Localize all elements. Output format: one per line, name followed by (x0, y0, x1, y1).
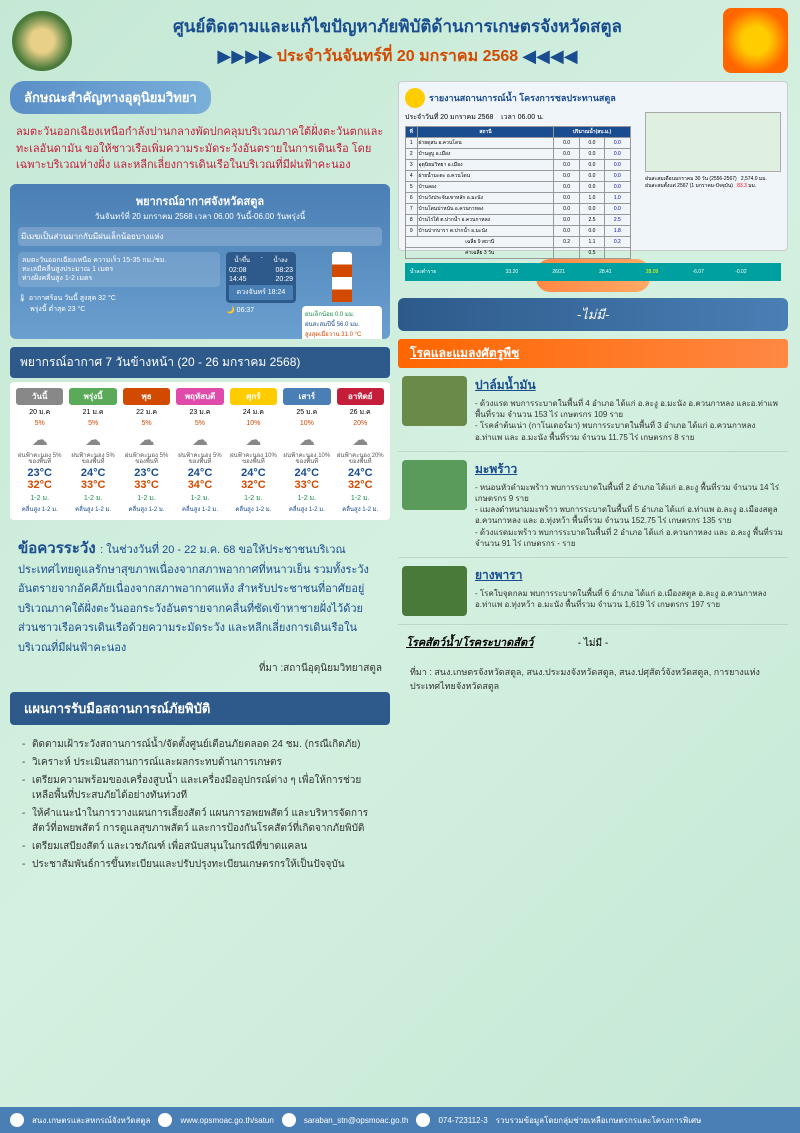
arrow-left-icon: ▶▶▶▶ (217, 46, 272, 67)
email-icon (282, 1113, 296, 1127)
province-logo (723, 8, 788, 73)
footer-note: รวบรวมข้อมูลโดยกลุ่มช่วยเหลือเกษตรกรและโ… (496, 1114, 702, 1127)
pest-item: ยางพารา - โรคใบจุดกลม พบการระบาดในพื้นที… (398, 558, 788, 625)
animal-none: - ไม่มี - (578, 638, 608, 649)
pest-item: มะพร้าว - หนอนหัวดำมะพร้าว พบการระบาดในพ… (398, 452, 788, 558)
globe-icon (158, 1113, 172, 1127)
forecast-day: พรุ่งนี้ 21 ม.ค 5% ☁ ฝนฟ้าคะนอง 5% ของพื… (67, 386, 118, 516)
pest-title: ปาล์มน้ำมัน (475, 376, 784, 395)
footer-phone: 074-723112-3 (438, 1116, 487, 1125)
phone-icon (416, 1113, 430, 1127)
water-title: รายงานสถานการณ์น้ำ โครงการชลประทานสตูล (429, 91, 616, 105)
animal-source: ที่มา : สนง.เกษตรจังหวัดสตูล, สนง.ประมงจ… (406, 661, 780, 697)
pest-text: - ด้วงแรด พบการระบาดในพื้นที่ 4 อำเภอ ได… (475, 398, 784, 443)
forecast-banner: พยากรณ์อากาศ 7 วันข้างหน้า (20 - 26 มกรา… (10, 347, 390, 378)
plan-item: ประชาสัมพันธ์การขึ้นทะเบียนและปรับปรุงทะ… (18, 857, 382, 872)
water-report: รายงานสถานการณ์น้ำ โครงการชลประทานสตูล ป… (398, 81, 788, 251)
water-table: ที่สถานีปริมาณน้ำ(ลบ.ม.) 1ฝายดุสน อ.ควนโ… (405, 126, 631, 259)
pest-image (402, 460, 467, 510)
forecast-grid: วันนี้ 20 ม.ค 5% ☁ ฝนฟ้าคะนอง 5% ของพื้น… (10, 382, 390, 520)
pests-header: โรคและแมลงศัตรูพืช (398, 339, 788, 368)
lighthouse-icon (332, 252, 352, 302)
pest-text: - หนอนหัวดำมะพร้าว พบการระบาดในพื้นที่ 2… (475, 482, 784, 549)
weather-card-subtitle: วันจันทร์ที่ 20 มกราคม 2568 เวลา 06.00 ว… (18, 210, 382, 223)
forecast-day: ศุกร์ 24 ม.ค 10% ☁ ฝนฟ้าคะนอง 10% ของพื้… (228, 386, 279, 516)
tide-data: น้ำลงต่ำราย33.2026/2128.4128.09-6.07-0.0… (405, 263, 781, 281)
province-map (645, 112, 781, 172)
pest-text: - โรคใบจุดกลม พบการระบาดในพื้นที่ 6 อำเภ… (475, 588, 784, 610)
report-date: ประจำวันจันทร์ที่ 20 มกราคม 2568 (277, 44, 518, 69)
forecast-day: พุธ 22 ม.ค 5% ☁ ฝนฟ้าคะนอง 5% ของพื้นที่… (121, 386, 172, 516)
footer: สนง.เกษตรและสหกรณ์จังหวัดสตูล www.opsmoa… (0, 1107, 800, 1133)
forecast-day: พฤหัสบดี 23 ม.ค 5% ☁ ฝนฟ้าคะนอง 5% ของพื… (174, 386, 225, 516)
caution-source: ที่มา :สถานีอุตุนิยมวิทยาสตูล (18, 661, 382, 676)
water-stats: ฝนสะสมเดือนมกราคม 30 วัน (2556-2567) 2,5… (645, 176, 781, 189)
pest-title: มะพร้าว (475, 460, 784, 479)
caution-text: : ในช่วงวันที่ 20 - 22 ม.ค. 68 ขอให้ประช… (18, 544, 369, 654)
facebook-icon (10, 1113, 24, 1127)
header: ศูนย์ติดตามและแก้ไขปัญหาภัยพิบัติด้านการ… (0, 0, 800, 81)
plan-list: ติดตามเฝ้าระวังสถานการณ์น้ำ/จัดตั้งศูนย์… (10, 733, 390, 879)
footer-email: saraban_stn@opsmoac.go.th (304, 1116, 409, 1125)
plan-item: วิเคราะห์ ประเมินสถานการณ์และผลกระทบด้าน… (18, 755, 382, 770)
caution-title: ข้อควรระวัง (18, 540, 96, 557)
rain-stats: ฝนเล็กน้อย 0.0 มม. ฝนสะสมปีนี้ 56.0 มม. … (302, 306, 382, 339)
weather-card: พยากรณ์อากาศจังหวัดสตูล วันจันทร์ที่ 20 … (10, 184, 390, 339)
footer-web: www.opsmoac.go.th/satun (180, 1116, 273, 1125)
pest-image (402, 566, 467, 616)
irrigation-logo (405, 88, 425, 108)
weather-card-title: พยากรณ์อากาศจังหวัดสตูล (18, 192, 382, 210)
pest-title: ยางพารา (475, 566, 784, 585)
plan-item: เตรียมความพร้อมของเครื่องสูบน้ำ และเครื่… (18, 773, 382, 803)
pest-image (402, 376, 467, 426)
animal-box: โรคสัตว์น้ำ/โรคระบาดสัตว์ - ไม่มี - ที่ม… (398, 625, 788, 705)
alert-none: -ไม่มี- (398, 298, 788, 331)
wind-info: ลมตะวันออกเฉียงเหนือ ความเร็ว 15-35 กม./… (18, 252, 220, 287)
ministry-logo (12, 11, 72, 71)
plan-item: ให้คำแนะนำในการวางแผนการเลี้ยงสัตว์ แผนก… (18, 806, 382, 836)
meteorology-banner: ลักษณะสำคัญทางอุตุนิยมวิทยา (10, 81, 211, 114)
caution-box: ข้อควรระวัง : ในช่วงวันที่ 20 - 22 ม.ค. … (10, 528, 390, 685)
forecast-day: อาทิตย์ 26 ม.ค 20% ☁ ฝนฟ้าคะนอง 20% ของพ… (335, 386, 386, 516)
plan-item: ติดตามเฝ้าระวังสถานการณ์น้ำ/จัดตั้งศูนย์… (18, 737, 382, 752)
plan-item: เตรียมเสบียงสัตว์ และเวชภัณฑ์ เพื่อสนับส… (18, 839, 382, 854)
forecast-day: เสาร์ 25 ม.ค 10% ☁ ฝนฟ้าคะนอง 10% ของพื้… (281, 386, 332, 516)
footer-fb: สนง.เกษตรและสหกรณ์จังหวัดสตูล (32, 1114, 150, 1127)
page-title: ศูนย์ติดตามและแก้ไขปัญหาภัยพิบัติด้านการ… (82, 13, 713, 40)
pest-item: ปาล์มน้ำมัน - ด้วงแรด พบการระบาดในพื้นที… (398, 368, 788, 452)
animal-title: โรคสัตว์น้ำ/โรคระบาดสัตว์ (406, 633, 533, 651)
meteorology-text: ลมตะวันออกเฉียงเหนือกำลังปานกลางพัดปกคลุ… (10, 120, 390, 178)
forecast-day: วันนี้ 20 ม.ค 5% ☁ ฝนฟ้าคะนอง 5% ของพื้น… (14, 386, 65, 516)
pests-list: ปาล์มน้ำมัน - ด้วงแรด พบการระบาดในพื้นที… (398, 368, 788, 625)
plan-banner: แผนการรับมือสถานการณ์ภัยพิบัติ (10, 692, 390, 725)
temp-info: 🌡 อากาศร้อน วันนี้ สูงสุด 32 °C พรุ่งนี้… (18, 293, 220, 315)
arrow-right-icon: ◀◀◀◀ (522, 46, 577, 67)
cloud-info: มีเมฆเป็นส่วนมากกับมีฝนเล็กน้อยบางแห่ง (18, 227, 382, 246)
tide-times: น้ำขึ้น-น้ำลง 02:0808:23 14:4520:29 ดวงจ… (226, 252, 296, 303)
